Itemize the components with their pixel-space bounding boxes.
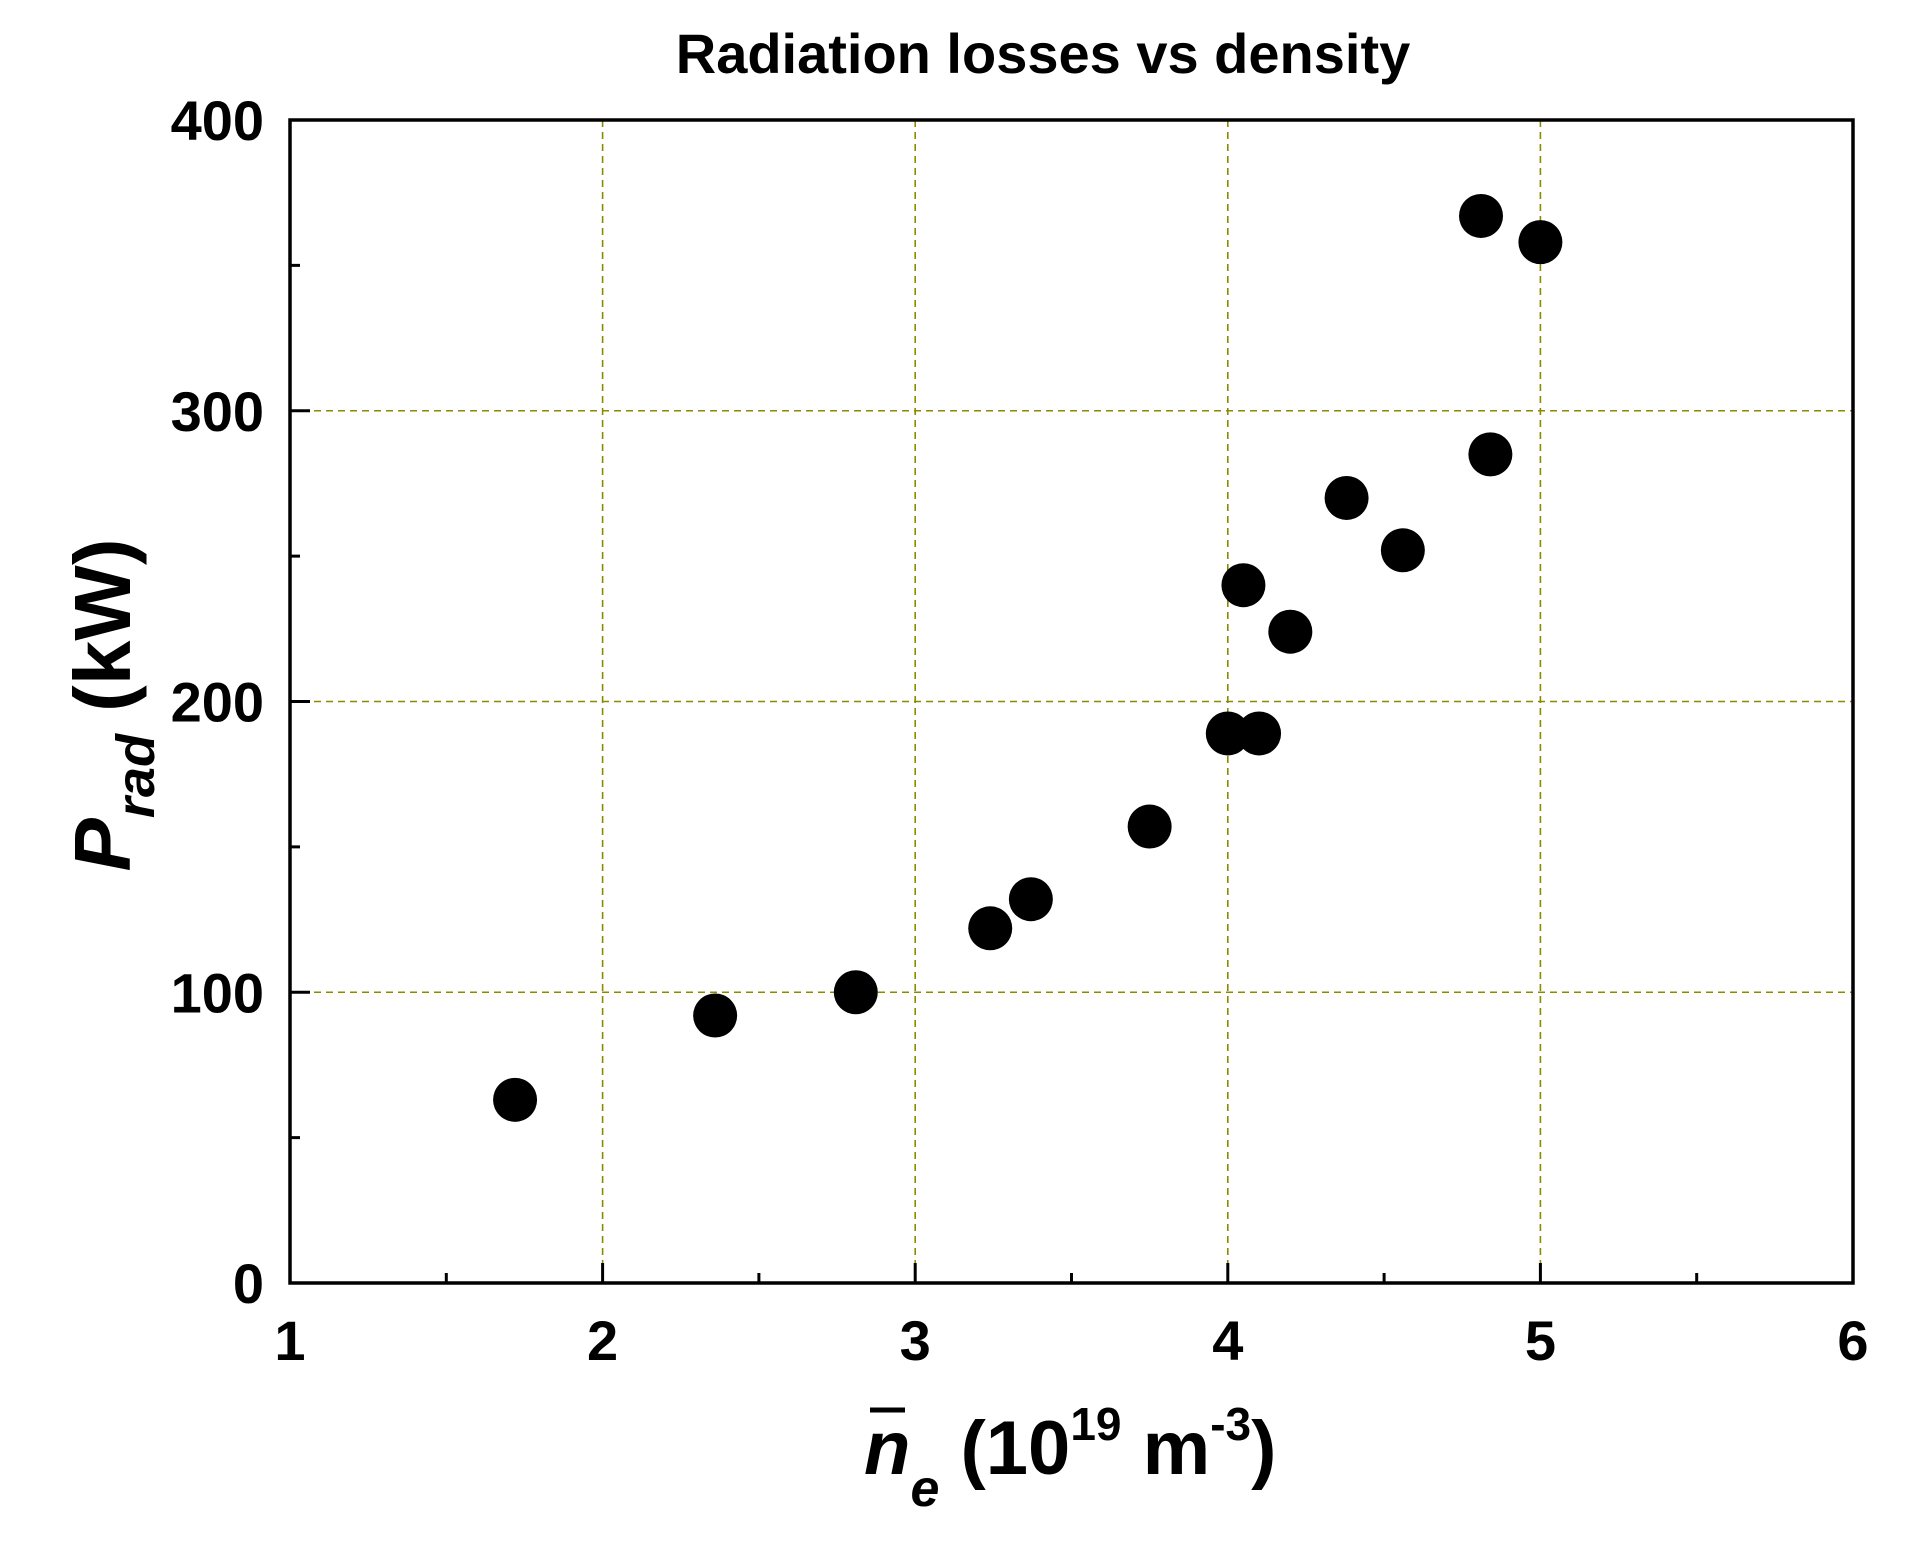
- data-point: [1324, 475, 1369, 520]
- x-label-unit-exponent: -3: [1210, 1398, 1251, 1450]
- y-axis-label: Prad (kW): [58, 539, 166, 872]
- x-label-unit-close: ): [1251, 1406, 1276, 1491]
- x-tick-label: 5: [1525, 1309, 1556, 1372]
- y-tick-label: 300: [171, 380, 264, 443]
- x-tick-labels: 1 2 3 4 5 6: [274, 1309, 1868, 1372]
- data-point: [1518, 220, 1563, 265]
- grid-lines: [290, 120, 1853, 1283]
- data-point: [1127, 804, 1172, 849]
- data-point: [968, 906, 1013, 951]
- x-tick-label: 3: [900, 1309, 931, 1372]
- plot-frame: [288, 118, 1855, 1285]
- data-point: [493, 1077, 538, 1122]
- y-tick-label: 400: [171, 89, 264, 152]
- x-tick-label: 2: [587, 1309, 618, 1372]
- data-point: [1237, 711, 1282, 756]
- y-label-unit: (kW): [58, 539, 147, 735]
- y-label-subscript: rad: [106, 733, 166, 818]
- data-points: [493, 193, 1563, 1122]
- x-tick-label: 1: [274, 1309, 305, 1372]
- x-label-symbol: n: [864, 1406, 910, 1491]
- svg-text:Prad (kW): Prad (kW): [58, 539, 166, 872]
- y-tick-label: 0: [233, 1252, 264, 1315]
- data-point: [1468, 432, 1513, 477]
- data-point: [1221, 563, 1266, 608]
- y-tick-labels: 0 100 200 300 400: [171, 89, 264, 1315]
- svg-text:ne (1019 m-3): ne (1019 m-3): [864, 1398, 1276, 1518]
- data-point: [693, 993, 738, 1038]
- data-point: [1380, 528, 1425, 573]
- data-point: [1459, 193, 1504, 238]
- data-point: [1008, 877, 1053, 922]
- data-point: [1205, 711, 1250, 756]
- data-point: [1268, 609, 1313, 654]
- x-label-unit-mid: m: [1122, 1406, 1211, 1491]
- y-tick-label: 100: [171, 961, 264, 1024]
- x-axis-label: ne (1019 m-3): [864, 1398, 1276, 1518]
- x-label-unit-open: (10: [939, 1406, 1070, 1491]
- y-tick-label: 200: [171, 671, 264, 734]
- x-tick-label: 6: [1837, 1309, 1868, 1372]
- x-tick-label: 4: [1212, 1309, 1243, 1372]
- chart-title: Radiation losses vs density: [676, 22, 1410, 85]
- data-point: [833, 970, 878, 1015]
- y-label-symbol: P: [58, 817, 147, 871]
- x-label-subscript: e: [910, 1460, 939, 1518]
- x-label-exponent: 19: [1070, 1398, 1121, 1450]
